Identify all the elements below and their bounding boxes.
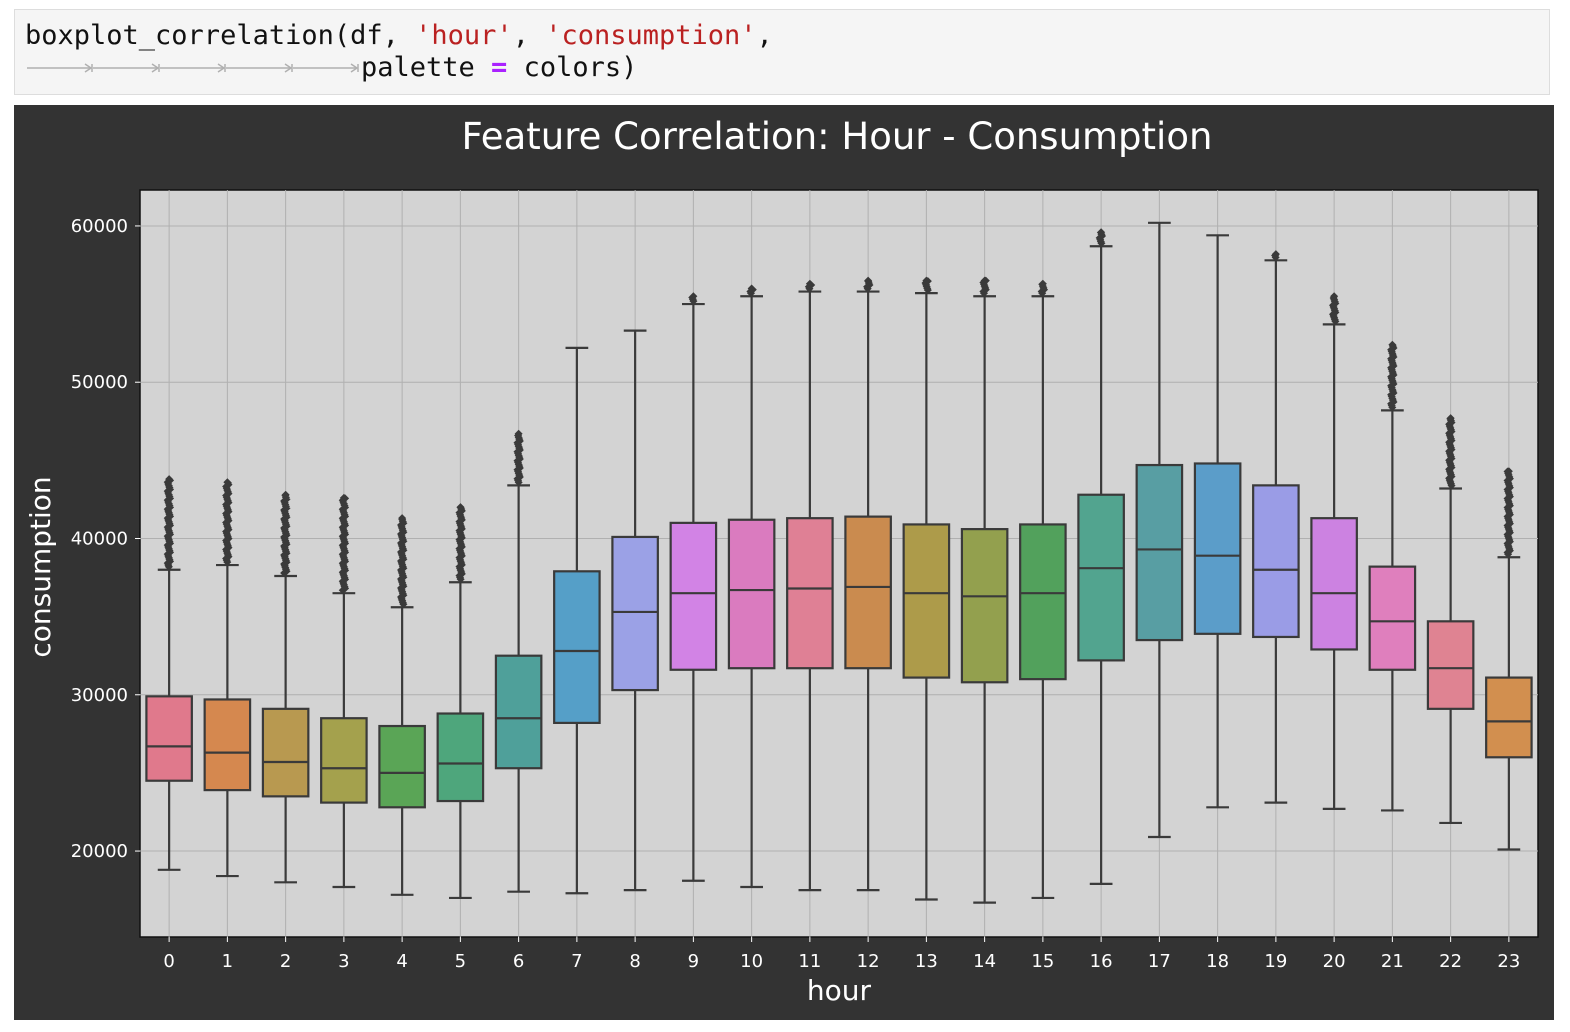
y-tick-label: 60000: [71, 216, 128, 237]
outliers-hour-5: [455, 503, 466, 584]
outliers-hour-4: [397, 514, 408, 609]
box-hour-22: [1426, 620, 1475, 710]
x-tick-label: 12: [857, 951, 880, 972]
plot-area: [139, 189, 1539, 938]
box-hour-10: [727, 518, 776, 670]
chart-title: Feature Correlation: Hour - Consumption: [462, 115, 1213, 158]
x-tick-label: 1: [222, 951, 233, 972]
x-tick-label: 15: [1031, 951, 1054, 972]
x-tick-label: 10: [740, 951, 763, 972]
x-tick-label: 7: [571, 951, 582, 972]
chart-figure: Feature Correlation: Hour - Consumption …: [14, 105, 1554, 1020]
box-hour-7: [553, 570, 601, 725]
box-hour-2: [261, 707, 310, 798]
box-hour-4: [378, 724, 426, 809]
x-tick-label: 2: [280, 951, 291, 972]
outliers-hour-1: [222, 478, 233, 567]
tab-indent-arrows-icon: [25, 52, 361, 84]
outliers-hour-19: [1271, 250, 1280, 262]
outliers-hour-12: [863, 276, 874, 293]
box-hour-6: [494, 654, 543, 770]
outliers-hour-9: [688, 292, 698, 306]
y-axis-label: consumption: [24, 476, 57, 657]
box-hour-18: [1193, 462, 1242, 635]
code-line-2: palette = colors): [25, 52, 637, 84]
x-tick-label: 6: [513, 951, 524, 972]
x-tick-label: 11: [798, 951, 821, 972]
box-hour-9: [669, 521, 718, 671]
x-tick-label: 5: [455, 951, 466, 972]
code-string-hour: 'hour': [415, 20, 513, 51]
outliers-hour-3: [338, 493, 350, 595]
outliers-hour-23: [1503, 467, 1514, 559]
outliers-hour-16: [1095, 228, 1107, 248]
box-hour-14: [960, 528, 1009, 684]
box-hour-11: [786, 517, 834, 670]
x-tick-label: 4: [396, 951, 407, 972]
box-hour-17: [1135, 463, 1184, 642]
x-tick-label: 23: [1497, 951, 1520, 972]
outliers-hour-13: [921, 276, 932, 295]
x-tick-label: 22: [1439, 951, 1462, 972]
box-hour-15: [1019, 523, 1067, 681]
box-hour-8: [611, 535, 659, 692]
outliers-hour-22: [1445, 414, 1456, 490]
code-function-call: boxplot_correlation(df,: [25, 20, 416, 51]
code-operator-equals: =: [491, 52, 508, 83]
code-keyword-palette: palette: [361, 52, 492, 83]
outliers-hour-21: [1387, 340, 1398, 412]
box-hour-21: [1368, 565, 1417, 671]
code-separator: ,: [512, 20, 546, 51]
y-tick-label: 30000: [71, 685, 128, 706]
box-hour-3: [320, 717, 368, 804]
outliers-hour-6: [513, 429, 524, 487]
box-hour-23: [1485, 676, 1533, 759]
x-tick-label: 3: [338, 951, 349, 972]
x-tick-label: 19: [1264, 951, 1287, 972]
x-tick-label: 8: [629, 951, 640, 972]
box-hour-5: [436, 712, 485, 803]
x-tick-label: 17: [1148, 951, 1171, 972]
code-string-consumption: 'consumption': [545, 20, 757, 51]
box-hour-0: [145, 695, 193, 782]
y-tick-label: 40000: [71, 528, 128, 549]
x-tick-label: 18: [1206, 951, 1229, 972]
code-comma: ,: [756, 20, 773, 51]
x-tick-label: 21: [1381, 951, 1404, 972]
boxplot-chart: Feature Correlation: Hour - Consumption …: [24, 115, 1539, 1007]
outliers-hour-15: [1037, 279, 1049, 298]
outliers-hour-0: [163, 475, 175, 571]
x-tick-label: 9: [688, 951, 699, 972]
code-value-colors: colors): [507, 52, 638, 83]
box-hour-1: [203, 698, 252, 792]
y-tick-label: 20000: [71, 841, 128, 862]
x-axis-label: hour: [807, 974, 872, 1007]
x-tick-label: 20: [1323, 951, 1346, 972]
box-hour-19: [1252, 484, 1300, 639]
x-tick-label: 13: [915, 951, 938, 972]
y-tick-label: 50000: [71, 372, 128, 393]
box-hour-20: [1310, 517, 1358, 651]
code-cell[interactable]: boxplot_correlation(df, 'hour', 'consump…: [14, 9, 1550, 95]
x-tick-label: 14: [973, 951, 996, 972]
box-hour-13: [902, 523, 951, 679]
box-hour-16: [1077, 493, 1125, 662]
outliers-hour-10: [746, 284, 757, 298]
outliers-hour-11: [804, 279, 816, 293]
outliers-hour-14: [979, 276, 990, 298]
outliers-hour-2: [280, 490, 291, 578]
code-line-1: boxplot_correlation(df, 'hour', 'consump…: [25, 20, 773, 52]
x-tick-label: 0: [163, 951, 174, 972]
x-tick-label: 16: [1090, 951, 1113, 972]
box-hour-12: [844, 515, 892, 670]
outliers-hour-20: [1329, 292, 1340, 326]
